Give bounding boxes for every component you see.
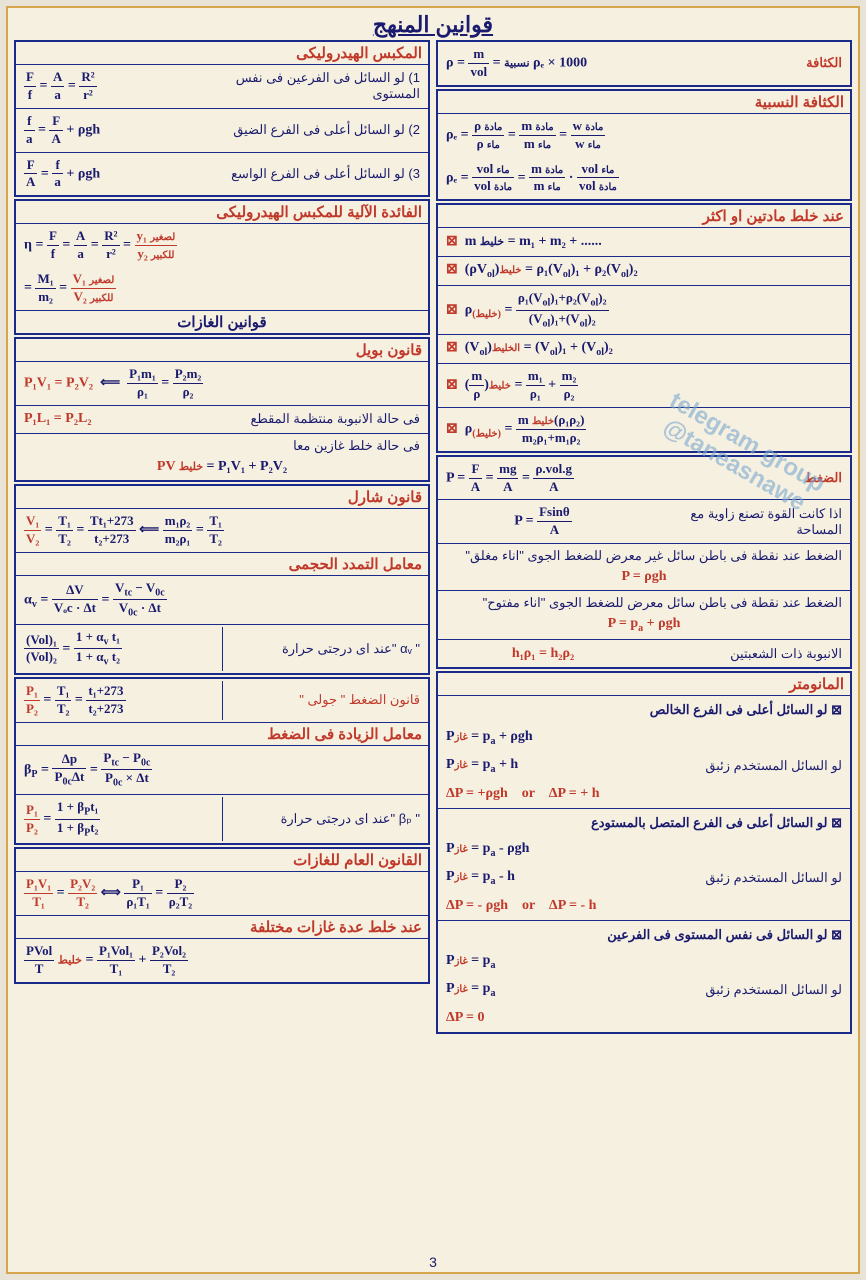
hydraulic-l3: 3) لو السائل أعلى فى الفرع الواسع [222,164,424,184]
mech-adv-f1: η = Ff = Aa = R²r² = y₁ لصغيرy₂ للكبير [20,226,424,265]
pressure-l4: الضغط عند نقطة فى باطن سائل معرض للضغط ا… [442,593,846,613]
pressure-l3: الضغط عند نقطة فى باطن سائل غير معرض للض… [442,546,846,566]
pressure-f3: P = ρgh [442,566,846,588]
general-f1: P₁V₁T₁ = P₂V₂T₂ ⟺ P₁ρ₁T₁ = P₂ρ₂T₂ [20,874,424,913]
plaw-l3: " βₚ "عند اى درجتى حرارة [223,809,425,829]
boyle-l3: فى حالة خلط غازين معا [20,436,424,456]
pressure-box: P = FA = mgA = ρ.vol.gA الضغط P = FsinθA… [436,455,852,670]
hydraulic-f1: Ff = Aa = R²r² [20,67,222,106]
mech-adv-box: الفائدة الآلية للمكبس الهيدروليكى η = Ff… [14,199,430,335]
general-f2: PVolT خليط = P₁Vol₁T₁ + P₂Vol₂T₂ [20,941,424,980]
rel-density-box: الكثافة النسبية ρₑ = ρ مادةρ ماء = m ماد… [436,89,852,202]
p-law-box: P₁P₂ = T₁T₂ = t₁+273t₂+273 قانون الضغط "… [14,677,430,845]
page-number: 3 [429,1254,437,1270]
rel-density-f2: ρₑ = vol ماءvol مادة = m مادةm ماء · vol… [442,159,846,198]
mano-c1b-lbl: لو السائل المستخدم زئبق [644,756,846,776]
boyle-f3: PV خليط = P₁V₁ + P₂V₂ [20,456,424,478]
hydraulic-l2: 2) لو السائل أعلى فى الفرع الضيق [222,120,424,140]
boyle-f2: P₁L₁ = P₂L₂ [20,408,222,430]
hydraulic-title: المكبس الهيدروليكى [16,42,428,65]
mano-c3c: ΔP = 0 [442,1007,846,1029]
gas-laws-title: قوانين الغازات [16,310,428,333]
pressure-f4: P = pa + ρgh [442,613,846,637]
mano-c3a: Pغاز = pa [442,950,846,974]
charles-f1: V₁V₂ = T₁T₂ = Tt₁+273t₂+273 ⟸ m₁ρ₂m₂ρ₁ =… [20,511,424,550]
mano-c3: ⊠ لو السائل فى نفس المستوى فى الفرعين [442,925,846,945]
boyle-f1: P₁V₁ = P₂V₂ ⟸ P₁m₁ρ₁ = P₂m₂ρ₂ [20,364,424,403]
mano-c1: ⊠ لو السائل أعلى فى الفرع الخالص [442,700,846,720]
plaw-f1: P₁P₂ = T₁T₂ = t₁+273t₂+273 [20,681,223,720]
mano-c2: ⊠ لو السائل أعلى فى الفرع المتصل بالمستو… [442,813,846,833]
mix-r1: ⊠ m خليط = m₁ + m₂ + ...... [442,231,846,253]
charles-l3: " αᵥ "عند اى درجتى حرارة [223,639,425,659]
mano-c2a: Pغاز = pa - ρgh [442,838,846,862]
mano-title: المانومتر [438,673,850,696]
charles-box: قانون شارل V₁V₂ = T₁T₂ = Tt₁+273t₂+273 ⟸… [14,484,430,675]
mix-r2: ⊠ (ρVol)خليط = ρ₁(Vol)₁ + ρ₂(Vol)₂ [442,259,846,283]
general-mix-title: عند خلط عدة غازات مختلفة [16,915,428,938]
plaw-title: قانون الضغط " جولى " [223,690,425,710]
hydraulic-f2: fa = FA + ρgh [20,111,222,150]
density-f: ρ = mvol = نسبية ρₑ × 1000 [442,44,644,83]
pressure-title: الضغط [644,468,846,488]
mano-c3b: Pغاز = pa [442,978,644,1002]
rel-density-f1: ρₑ = ρ مادةρ ماء = m مادةm ماء = w مادةw… [442,116,846,155]
mix-r4: ⊠ (Vol)الخليط = (Vol)₁ + (Vol)₂ [442,337,846,361]
mano-c3b-lbl: لو السائل المستخدم زئبق [644,980,846,1000]
mix-title: عند خلط مادتين او اكثر [438,205,850,228]
mano-c2c: ΔP = - ρgh or ΔP = - h [442,895,846,917]
general-gas-box: القانون العام للغازات P₁V₁T₁ = P₂V₂T₂ ⟺ … [14,847,430,984]
boyle-l2: فى حالة الانبوبة منتظمة المقطع [222,409,424,429]
general-title: القانون العام للغازات [16,849,428,872]
right-column: ρ = mvol = نسبية ρₑ × 1000 الكثافة الكثا… [436,40,852,1262]
mix-box: عند خلط مادتين او اكثر ⊠ m خليط = m₁ + m… [436,203,852,452]
boyle-box: قانون بويل P₁V₁ = P₂V₂ ⟸ P₁m₁ρ₁ = P₂m₂ρ₂… [14,337,430,482]
charles-f2: αv = ΔVVₒc · Δt = Vtc − V0cV0c · Δt [20,578,424,622]
hydraulic-f3: FA = fa + ρgh [20,155,222,194]
density-title: الكثافة [644,53,846,73]
manometer-box: المانومتر ⊠ لو السائل أعلى فى الفرع الخا… [436,671,852,1034]
boyle-title: قانون بويل [16,339,428,362]
pressure-f2: P = FsinθA [442,502,644,541]
plaw-f3: P₁P₂ = 1 + βPt₁1 + βPt₂ [20,797,223,841]
vol-coef-title: معامل التمدد الحجمى [16,552,428,575]
pressure-f5: h₁ρ₁ = h₂ρ₂ [442,643,644,665]
hydraulic-box: المكبس الهيدروليكى Ff = Aa = R²r² 1) لو … [14,40,430,197]
mix-r5: ⊠ (mρ)خليط = m₁ρ₁ + m₂ρ₂ [442,366,846,405]
pressure-f1: P = FA = mgA = ρ.vol.gA [442,459,644,498]
plaw-f2: βP = ΔpP0cΔt = Ptc − P0cP0c × Δt [20,748,424,792]
mech-adv-f2: = M₁m₂ = V₁ لصغيرV₂ للكبير [20,269,424,308]
charles-title: قانون شارل [16,486,428,509]
left-column: المكبس الهيدروليكى Ff = Aa = R²r² 1) لو … [14,40,430,1262]
mix-r3: ⊠ ρ(خليط) = ρ₁(Vol)₁+ρ₂(Vol)₂(Vol)₁+(Vol… [442,288,846,332]
charles-f3: (Vol)₁(Vol)₂ = 1 + αv t₁1 + αv t₂ [20,627,223,671]
page-title: قوانين المنهج [8,8,858,40]
mano-c2b-lbl: لو السائل المستخدم زئبق [644,868,846,888]
mech-adv-title: الفائدة الآلية للمكبس الهيدروليكى [16,201,428,224]
mano-c1b: Pغاز = pa + h [442,754,644,778]
mix-r6: ⊠ ρ(خليط) = m خليط(ρ₁ρ₂)m₂ρ₁+m₁ρ₂ [442,410,846,449]
density-box: ρ = mvol = نسبية ρₑ × 1000 الكثافة [436,40,852,87]
mano-c2b: Pغاز = pa - h [442,866,644,890]
bp-title: معامل الزيادة فى الضغط [16,722,428,745]
mano-c1c: ΔP = +ρgh or ΔP = + h [442,783,846,805]
mano-c1a: Pغاز = pa + ρgh [442,726,846,750]
pressure-l5: الانبوبة ذات الشعبتين [644,644,846,664]
pressure-l2: اذا كانت القوة تصنع زاوية مع المساحة [644,504,846,540]
rel-density-title: الكثافة النسبية [438,91,850,114]
hydraulic-l1: 1) لو السائل فى الفرعين فى نفس المستوى [222,68,424,104]
